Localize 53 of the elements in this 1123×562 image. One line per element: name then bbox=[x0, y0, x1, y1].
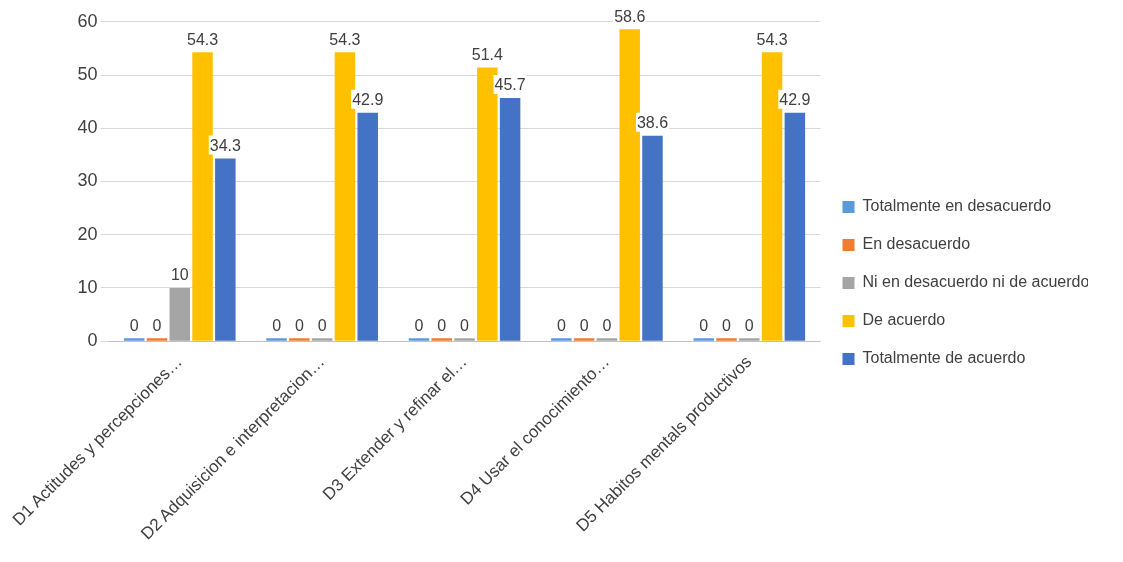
data-label: 0 bbox=[460, 316, 470, 334]
data-label: 0 bbox=[744, 316, 754, 334]
data-label: 0 bbox=[437, 316, 447, 334]
bar bbox=[499, 97, 521, 341]
data-label: 54.3 bbox=[186, 30, 219, 48]
data-label: 54.3 bbox=[756, 30, 788, 48]
bar bbox=[642, 135, 663, 341]
data-label: 0 bbox=[722, 316, 732, 334]
data-label: 10 bbox=[170, 266, 189, 284]
bar bbox=[146, 338, 168, 341]
data-label: 34.3 bbox=[209, 137, 241, 154]
bar bbox=[357, 112, 378, 341]
bar bbox=[169, 287, 191, 341]
y-tick-label: 20 bbox=[77, 223, 98, 244]
y-tick-label: 60 bbox=[77, 10, 98, 31]
data-label: 58.6 bbox=[614, 7, 646, 25]
y-tick-label: 50 bbox=[77, 64, 98, 84]
bar bbox=[408, 338, 430, 341]
legend-label: De acuerdo bbox=[862, 311, 946, 329]
data-label: 0 bbox=[317, 316, 327, 334]
data-label: 0 bbox=[294, 316, 304, 334]
bar bbox=[289, 338, 310, 341]
bar bbox=[573, 338, 595, 341]
data-label: 0 bbox=[129, 316, 139, 334]
data-label: 45.7 bbox=[494, 76, 526, 94]
bar bbox=[431, 338, 453, 341]
data-label: 0 bbox=[699, 316, 709, 334]
bar bbox=[551, 338, 572, 341]
y-tick-label: 10 bbox=[77, 276, 98, 297]
data-label: 0 bbox=[579, 316, 589, 334]
bar bbox=[784, 112, 806, 341]
bar bbox=[215, 158, 236, 341]
legend-label: Totalmente en desacuerdo bbox=[862, 197, 1052, 215]
bar bbox=[123, 338, 145, 341]
data-label: 0 bbox=[602, 316, 612, 334]
bar bbox=[716, 338, 737, 341]
data-label: 0 bbox=[272, 316, 282, 334]
data-label: 42.9 bbox=[352, 91, 384, 109]
y-tick-label: 30 bbox=[77, 170, 98, 191]
legend-label: En desacuerdo bbox=[862, 235, 971, 253]
bar bbox=[693, 338, 714, 341]
data-label: 42.9 bbox=[779, 91, 811, 109]
data-label: 51.4 bbox=[471, 45, 503, 63]
data-label: 0 bbox=[152, 316, 162, 334]
y-tick-label: 40 bbox=[77, 117, 98, 138]
legend-label: Totalmente de acuerdo bbox=[862, 349, 1026, 367]
y-tick-label: 0 bbox=[87, 330, 98, 351]
data-label: 38.6 bbox=[636, 114, 669, 132]
legend-label: Ni en desacuerdo ni de acuerdo bbox=[862, 273, 1090, 291]
data-label: 0 bbox=[414, 316, 424, 334]
bar bbox=[266, 338, 287, 341]
data-label: 0 bbox=[556, 316, 566, 334]
data-label: 54.3 bbox=[329, 30, 361, 48]
